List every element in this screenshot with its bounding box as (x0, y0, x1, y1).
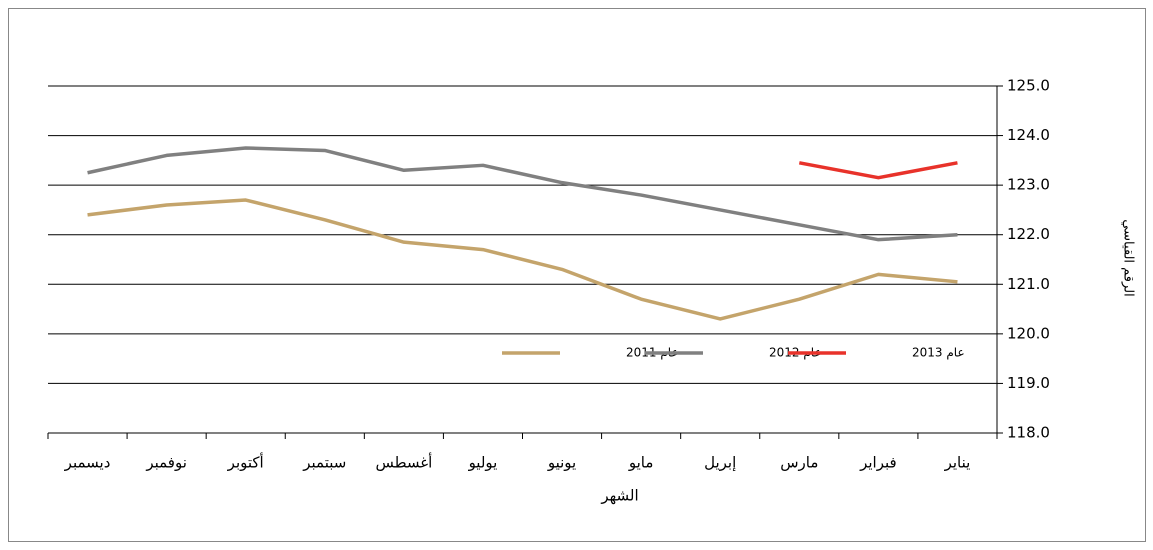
x-tick-label: يناير (944, 454, 971, 472)
x-tick-label: مارس (780, 454, 818, 472)
y-tick-label: 119.0 (1007, 374, 1050, 392)
x-tick-label: سبتمبر (302, 454, 346, 472)
x-axis-title: الشهر (600, 487, 638, 505)
legend-label: عام 2013 (912, 346, 965, 360)
series-line (87, 146, 958, 242)
x-tick-label: يونيو (547, 454, 576, 472)
y-tick-label: 122.0 (1007, 225, 1050, 243)
y-tick-label: 121.0 (1007, 275, 1050, 293)
series-line (87, 198, 958, 321)
y-tick-label: 125.0 (1007, 77, 1050, 95)
series-line (798, 161, 958, 180)
x-tick-label: إبريل (704, 454, 736, 472)
y-tick-label: 118.0 (1007, 424, 1050, 442)
x-tick-label: أكتوبر (227, 453, 264, 472)
x-tick-label: مايو (628, 454, 654, 472)
x-tick-label: نوفمبر (145, 454, 187, 472)
x-tick-label: فبراير (859, 454, 897, 472)
x-tick-label: يوليو (468, 454, 498, 472)
y-tick-label: 124.0 (1007, 126, 1050, 144)
y-tick-label: 120.0 (1007, 324, 1050, 342)
x-tick-label: أغسطس (375, 453, 432, 472)
y-tick-label: 123.0 (1007, 176, 1050, 194)
y-axis-title: الرقم القياسي (1121, 219, 1136, 297)
x-tick-label: ديسمبر (64, 454, 111, 472)
